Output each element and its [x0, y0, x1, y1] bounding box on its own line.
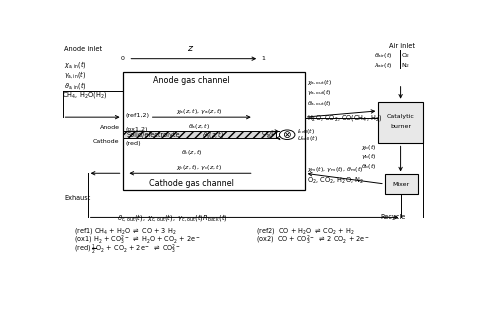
- Text: Air inlet: Air inlet: [388, 43, 414, 49]
- Text: $\lambda_\mathrm{air}(t)$: $\lambda_\mathrm{air}(t)$: [374, 61, 392, 70]
- Text: (ox2)  CO + CO$_3^{2-}$ $\rightleftharpoons$ 2 CO$_2$ + 2e$^-$: (ox2) CO + CO$_3^{2-}$ $\rightleftharpoo…: [256, 234, 370, 247]
- Text: $\vartheta_\mathrm{c}(z,t)$: $\vartheta_\mathrm{c}(z,t)$: [181, 148, 203, 157]
- Text: $\gamma_\mathrm{b}(t)$: $\gamma_\mathrm{b}(t)$: [361, 152, 376, 161]
- Text: $\vartheta_\mathrm{a}(z,t)$: $\vartheta_\mathrm{a}(z,t)$: [188, 122, 210, 131]
- Text: $z$: $z$: [188, 44, 194, 53]
- Text: $\chi_\mathrm{a,in}(t)$: $\chi_\mathrm{a,in}(t)$: [64, 59, 87, 70]
- Text: $\chi_\mathrm{b}(t)$: $\chi_\mathrm{b}(t)$: [360, 143, 376, 152]
- Text: (ref1) CH$_4$ + H$_2$O $\rightleftharpoons$ CO + 3 H$_2$: (ref1) CH$_4$ + H$_2$O $\rightleftharpoo…: [74, 226, 176, 236]
- Text: CO$_3^{2-}$: CO$_3^{2-}$: [261, 128, 279, 139]
- Text: $\gamma_\mathrm{a,in}(t)$: $\gamma_\mathrm{a,in}(t)$: [64, 69, 87, 80]
- Text: O$_2$: O$_2$: [401, 51, 410, 60]
- Text: $\vartheta_\mathrm{s}(z,t)$: $\vartheta_\mathrm{s}(z,t)$: [202, 129, 225, 140]
- Text: Anode: Anode: [100, 125, 119, 130]
- Bar: [385, 175, 418, 193]
- Text: O$_2$, CO$_2$, H$_2$O, N$_2$: O$_2$, CO$_2$, H$_2$O, N$_2$: [306, 175, 364, 185]
- Text: $\vartheta_\mathrm{a,in}(t)$: $\vartheta_\mathrm{a,in}(t)$: [64, 80, 87, 91]
- Text: Cathode: Cathode: [93, 139, 120, 144]
- Text: (red) $\frac{1}{2}$O$_2$ + CO$_2$ + 2e$^-$ $\rightleftharpoons$ CO$_3^{2-}$: (red) $\frac{1}{2}$O$_2$ + CO$_2$ + 2e$^…: [74, 243, 181, 257]
- Text: $\vartheta_\mathrm{c,out}(t),\;\chi_\mathrm{c,out}(t),\;\gamma_\mathrm{c,out}(t): $\vartheta_\mathrm{c,out}(t),\;\chi_\mat…: [117, 212, 228, 223]
- Text: $\vartheta_\mathrm{air}(t)$: $\vartheta_\mathrm{air}(t)$: [374, 51, 392, 60]
- Text: $\chi_\mathrm{m}(t),\,\gamma_\mathrm{m}(t),\,\vartheta_\mathrm{m}(t)$: $\chi_\mathrm{m}(t),\,\gamma_\mathrm{m}(…: [306, 165, 363, 174]
- Text: Anode gas channel: Anode gas channel: [154, 76, 230, 85]
- Text: Solid/electrolyte: Solid/electrolyte: [127, 132, 180, 138]
- Text: (red): (red): [126, 141, 142, 146]
- Text: $\vartheta_\mathrm{a,out}(t)$: $\vartheta_\mathrm{a,out}(t)$: [306, 100, 332, 108]
- Text: (ref1,2): (ref1,2): [126, 113, 150, 118]
- Text: N$_2$: N$_2$: [401, 61, 410, 70]
- Text: CH$_4$, H$_2$O(H$_2$): CH$_4$, H$_2$O(H$_2$): [62, 90, 108, 100]
- Text: e$^-$: e$^-$: [266, 133, 276, 140]
- Text: $\gamma_\mathrm{a,out}(t)$: $\gamma_\mathrm{a,out}(t)$: [306, 89, 332, 97]
- Circle shape: [280, 130, 295, 140]
- Text: Cathode gas channel: Cathode gas channel: [150, 179, 234, 188]
- Text: Exhaust: Exhaust: [64, 195, 90, 201]
- Text: (ox1) H$_2$ + CO$_3^{2-}$ $\rightleftharpoons$ H$_2$O + CO$_2$ + 2e$^-$: (ox1) H$_2$ + CO$_3^{2-}$ $\rightlefthar…: [74, 234, 201, 247]
- Text: (ref2)  CO + H$_2$O $\rightleftharpoons$ CO$_2$ + H$_2$: (ref2) CO + H$_2$O $\rightleftharpoons$ …: [256, 226, 355, 236]
- Text: $\chi_\mathrm{a,out}(t)$: $\chi_\mathrm{a,out}(t)$: [306, 78, 332, 87]
- Text: $\chi_\mathrm{a}(z,t),\,\gamma_\mathrm{a}(z,t)$: $\chi_\mathrm{a}(z,t),\,\gamma_\mathrm{a…: [176, 107, 222, 116]
- Text: H$_2$O, CO$_2$, CO(CH$_4$, H$_2$): H$_2$O, CO$_2$, CO(CH$_4$, H$_2$): [306, 113, 382, 123]
- Text: Anode inlet: Anode inlet: [64, 46, 102, 51]
- Text: 1: 1: [261, 56, 265, 61]
- Text: $\chi_\mathrm{c}(z,t),\,\gamma_\mathrm{c}(z,t)$: $\chi_\mathrm{c}(z,t),\,\gamma_\mathrm{c…: [176, 163, 222, 172]
- Text: Recycle: Recycle: [380, 215, 406, 220]
- Text: 0: 0: [120, 56, 124, 61]
- Text: $\vartheta_\mathrm{b}(t)$: $\vartheta_\mathrm{b}(t)$: [361, 162, 376, 171]
- Text: $U_\mathrm{cell}(t)$: $U_\mathrm{cell}(t)$: [297, 134, 318, 143]
- Bar: [122, 131, 276, 138]
- Text: burner: burner: [390, 124, 411, 129]
- Text: Mixer: Mixer: [393, 181, 410, 187]
- Bar: [122, 72, 304, 190]
- Text: (ox1,2): (ox1,2): [126, 127, 148, 132]
- Bar: [378, 102, 423, 144]
- Text: Catalytic: Catalytic: [386, 114, 414, 119]
- Text: $I_\mathrm{cell}(t)$: $I_\mathrm{cell}(t)$: [297, 127, 316, 136]
- Text: $\otimes$: $\otimes$: [282, 129, 292, 140]
